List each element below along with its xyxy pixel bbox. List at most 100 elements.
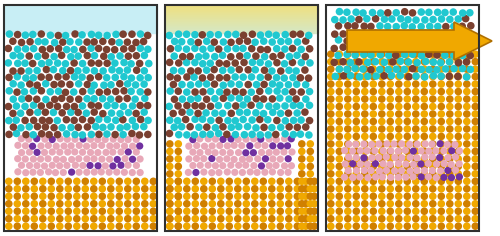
Circle shape <box>58 109 66 117</box>
Bar <box>165 30 318 31</box>
Circle shape <box>71 131 79 138</box>
Circle shape <box>302 185 310 193</box>
Circle shape <box>140 52 148 59</box>
Circle shape <box>368 37 376 44</box>
Circle shape <box>106 142 114 150</box>
Circle shape <box>378 200 386 207</box>
Circle shape <box>260 185 267 193</box>
Circle shape <box>90 222 98 230</box>
Circle shape <box>294 185 301 193</box>
Circle shape <box>260 200 267 207</box>
Circle shape <box>82 110 90 117</box>
Circle shape <box>404 58 412 66</box>
Circle shape <box>200 215 207 223</box>
Circle shape <box>235 123 242 131</box>
Circle shape <box>132 148 140 156</box>
Circle shape <box>268 193 276 200</box>
Circle shape <box>336 118 343 125</box>
Circle shape <box>446 58 453 66</box>
Circle shape <box>22 215 30 223</box>
Circle shape <box>404 80 411 88</box>
Circle shape <box>264 60 272 68</box>
Circle shape <box>236 52 244 60</box>
Circle shape <box>206 31 214 38</box>
Circle shape <box>395 110 402 118</box>
Circle shape <box>268 200 276 207</box>
Circle shape <box>187 96 194 103</box>
Circle shape <box>266 162 273 169</box>
Circle shape <box>386 103 394 110</box>
Circle shape <box>195 53 202 61</box>
Circle shape <box>170 96 178 103</box>
Circle shape <box>14 222 21 230</box>
Circle shape <box>298 170 306 178</box>
Circle shape <box>26 52 33 60</box>
Circle shape <box>281 162 288 169</box>
Circle shape <box>260 215 267 223</box>
Circle shape <box>234 215 241 223</box>
Circle shape <box>361 110 368 118</box>
Circle shape <box>273 59 281 67</box>
Circle shape <box>298 116 305 124</box>
Circle shape <box>248 116 256 124</box>
Circle shape <box>412 140 420 148</box>
Circle shape <box>454 222 462 230</box>
Circle shape <box>438 80 445 88</box>
Circle shape <box>174 193 182 200</box>
Circle shape <box>463 73 470 81</box>
Circle shape <box>456 147 463 155</box>
Circle shape <box>395 148 402 155</box>
Circle shape <box>344 155 352 163</box>
Circle shape <box>458 38 465 45</box>
Circle shape <box>472 50 479 58</box>
Circle shape <box>118 136 124 143</box>
Circle shape <box>395 222 402 230</box>
Circle shape <box>392 9 400 17</box>
Circle shape <box>454 58 462 65</box>
Circle shape <box>327 88 334 95</box>
Circle shape <box>454 193 462 200</box>
Circle shape <box>39 207 46 215</box>
Circle shape <box>212 135 219 143</box>
Circle shape <box>12 116 20 124</box>
Circle shape <box>116 39 123 46</box>
Circle shape <box>285 193 292 200</box>
Circle shape <box>226 200 233 207</box>
Circle shape <box>378 222 386 230</box>
Circle shape <box>327 222 334 230</box>
Bar <box>165 28 318 29</box>
Circle shape <box>463 222 470 230</box>
Circle shape <box>404 73 411 80</box>
Circle shape <box>420 163 428 170</box>
Circle shape <box>244 52 251 59</box>
Circle shape <box>103 74 110 81</box>
Circle shape <box>446 16 454 23</box>
Circle shape <box>232 102 239 110</box>
Circle shape <box>452 153 459 161</box>
Circle shape <box>296 131 304 138</box>
Circle shape <box>141 185 148 193</box>
Circle shape <box>73 222 80 230</box>
Circle shape <box>352 118 360 125</box>
Circle shape <box>226 185 233 193</box>
Circle shape <box>25 136 32 143</box>
Circle shape <box>412 103 420 110</box>
Circle shape <box>116 80 124 88</box>
Circle shape <box>400 22 408 30</box>
Circle shape <box>30 101 38 109</box>
Circle shape <box>282 88 289 96</box>
Circle shape <box>450 8 457 16</box>
Circle shape <box>432 174 440 181</box>
Circle shape <box>412 58 420 65</box>
Circle shape <box>39 215 46 223</box>
Circle shape <box>78 31 86 39</box>
Circle shape <box>132 177 140 185</box>
Circle shape <box>272 74 280 81</box>
Circle shape <box>262 169 268 176</box>
Circle shape <box>226 193 233 200</box>
Circle shape <box>84 52 91 59</box>
Circle shape <box>46 117 53 124</box>
Circle shape <box>305 74 312 82</box>
Circle shape <box>284 109 292 117</box>
Circle shape <box>260 222 267 230</box>
